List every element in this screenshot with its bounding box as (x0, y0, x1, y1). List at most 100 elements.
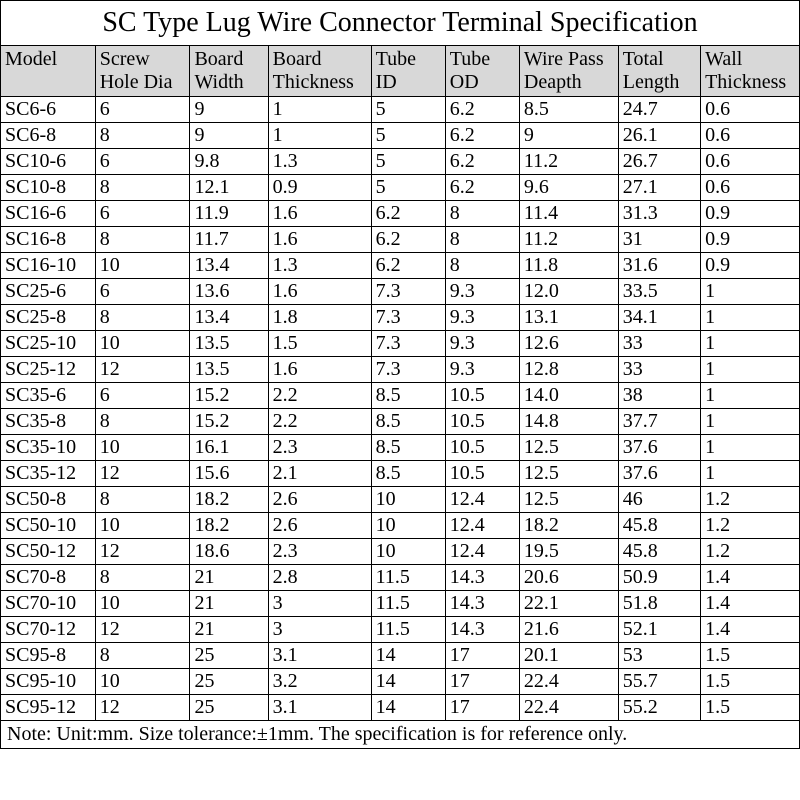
table-cell: SC35-10 (1, 435, 96, 461)
table-cell: 12.4 (445, 539, 519, 565)
table-cell: 13.1 (519, 305, 618, 331)
table-cell: 15.2 (190, 383, 268, 409)
table-cell: 18.6 (190, 539, 268, 565)
table-cell: 9.3 (445, 331, 519, 357)
table-row: SC6-889156.2926.10.6 (1, 123, 800, 149)
column-header-line1: Tube (450, 48, 515, 71)
table-cell: 0.9 (701, 227, 800, 253)
table-cell: 15.2 (190, 409, 268, 435)
table-cell: 18.2 (519, 513, 618, 539)
table-cell: SC10-8 (1, 175, 96, 201)
table-cell: SC70-12 (1, 617, 96, 643)
table-row: SC50-101018.22.61012.418.245.81.2 (1, 513, 800, 539)
table-cell: 37.7 (618, 409, 700, 435)
table-cell: 38 (618, 383, 700, 409)
table-cell: 14 (371, 669, 445, 695)
table-cell: 8 (95, 409, 190, 435)
table-cell: 2.6 (268, 487, 371, 513)
table-cell: 1 (701, 435, 800, 461)
column-header-bthick: BoardThickness (268, 46, 371, 97)
table-cell: SC95-12 (1, 695, 96, 721)
table-cell: 10.5 (445, 461, 519, 487)
table-cell: 14.0 (519, 383, 618, 409)
table-row: SC25-121213.51.67.39.312.8331 (1, 357, 800, 383)
table-cell: 2.2 (268, 383, 371, 409)
table-cell: SC25-12 (1, 357, 96, 383)
table-header-row: ModelScrewHole DiaBoardWidthBoardThickne… (1, 46, 800, 97)
table-cell: 14.3 (445, 591, 519, 617)
column-header-line2: Length (623, 71, 696, 94)
table-cell: 21 (190, 591, 268, 617)
table-cell: 9 (519, 123, 618, 149)
column-header-line2: Hole Dia (100, 71, 186, 94)
column-header-line1: Board (194, 48, 263, 71)
table-cell: 33 (618, 331, 700, 357)
table-cell: SC25-10 (1, 331, 96, 357)
table-cell: 12.1 (190, 175, 268, 201)
table-cell: 0.6 (701, 175, 800, 201)
table-cell: 50.9 (618, 565, 700, 591)
table-cell: SC6-6 (1, 97, 96, 123)
table-cell: 46 (618, 487, 700, 513)
table-cell: 33 (618, 357, 700, 383)
table-cell: 8 (95, 643, 190, 669)
table-cell: SC16-8 (1, 227, 96, 253)
table-cell: 8 (445, 227, 519, 253)
table-cell: 1.8 (268, 305, 371, 331)
table-row: SC25-101013.51.57.39.312.6331 (1, 331, 800, 357)
table-row: SC16-6611.91.66.2811.431.30.9 (1, 201, 800, 227)
table-cell: 34.1 (618, 305, 700, 331)
table-cell: 0.9 (701, 201, 800, 227)
table-cell: SC25-6 (1, 279, 96, 305)
table-cell: SC6-8 (1, 123, 96, 149)
table-cell: 17 (445, 643, 519, 669)
table-cell: 10 (371, 487, 445, 513)
table-cell: 1.6 (268, 357, 371, 383)
column-header-line1: Total (623, 48, 696, 71)
table-cell: 5 (371, 123, 445, 149)
table-cell: SC50-10 (1, 513, 96, 539)
table-cell: 12.4 (445, 513, 519, 539)
table-cell: 8 (445, 201, 519, 227)
table-cell: 25 (190, 695, 268, 721)
table-cell: 1.6 (268, 279, 371, 305)
table-cell: 1.6 (268, 227, 371, 253)
table-cell: 25 (190, 643, 268, 669)
table-cell: 0.9 (701, 253, 800, 279)
table-cell: 10.5 (445, 435, 519, 461)
table-cell: 20.1 (519, 643, 618, 669)
column-header-tlen: TotalLength (618, 46, 700, 97)
table-cell: 9.8 (190, 149, 268, 175)
table-cell: 5 (371, 97, 445, 123)
table-cell: 9 (190, 123, 268, 149)
table-cell: 31.6 (618, 253, 700, 279)
table-cell: 20.6 (519, 565, 618, 591)
table-cell: 11.8 (519, 253, 618, 279)
table-cell: 8 (95, 487, 190, 513)
table-cell: 1.5 (701, 643, 800, 669)
table-cell: SC95-10 (1, 669, 96, 695)
table-cell: 1 (701, 409, 800, 435)
column-header-line1: Wall (705, 48, 795, 71)
table-cell: 14 (371, 695, 445, 721)
table-cell: SC50-8 (1, 487, 96, 513)
table-cell: 55.7 (618, 669, 700, 695)
table-row: SC35-121215.62.18.510.512.537.61 (1, 461, 800, 487)
table-cell: 2.3 (268, 539, 371, 565)
table-cell: 12.5 (519, 435, 618, 461)
table-cell: 1.4 (701, 591, 800, 617)
column-header-tid: TubeID (371, 46, 445, 97)
table-cell: 21 (190, 565, 268, 591)
table-cell: 8 (95, 175, 190, 201)
column-header-bwidth: BoardWidth (190, 46, 268, 97)
table-cell: 12 (95, 539, 190, 565)
table-cell: 14.3 (445, 617, 519, 643)
table-cell: 6 (95, 201, 190, 227)
table-row: SC16-8811.71.66.2811.2310.9 (1, 227, 800, 253)
table-cell: 3.1 (268, 695, 371, 721)
table-cell: 13.5 (190, 357, 268, 383)
table-cell: 22.4 (519, 695, 618, 721)
table-cell: 3 (268, 617, 371, 643)
table-cell: 1.6 (268, 201, 371, 227)
table-cell: SC70-8 (1, 565, 96, 591)
